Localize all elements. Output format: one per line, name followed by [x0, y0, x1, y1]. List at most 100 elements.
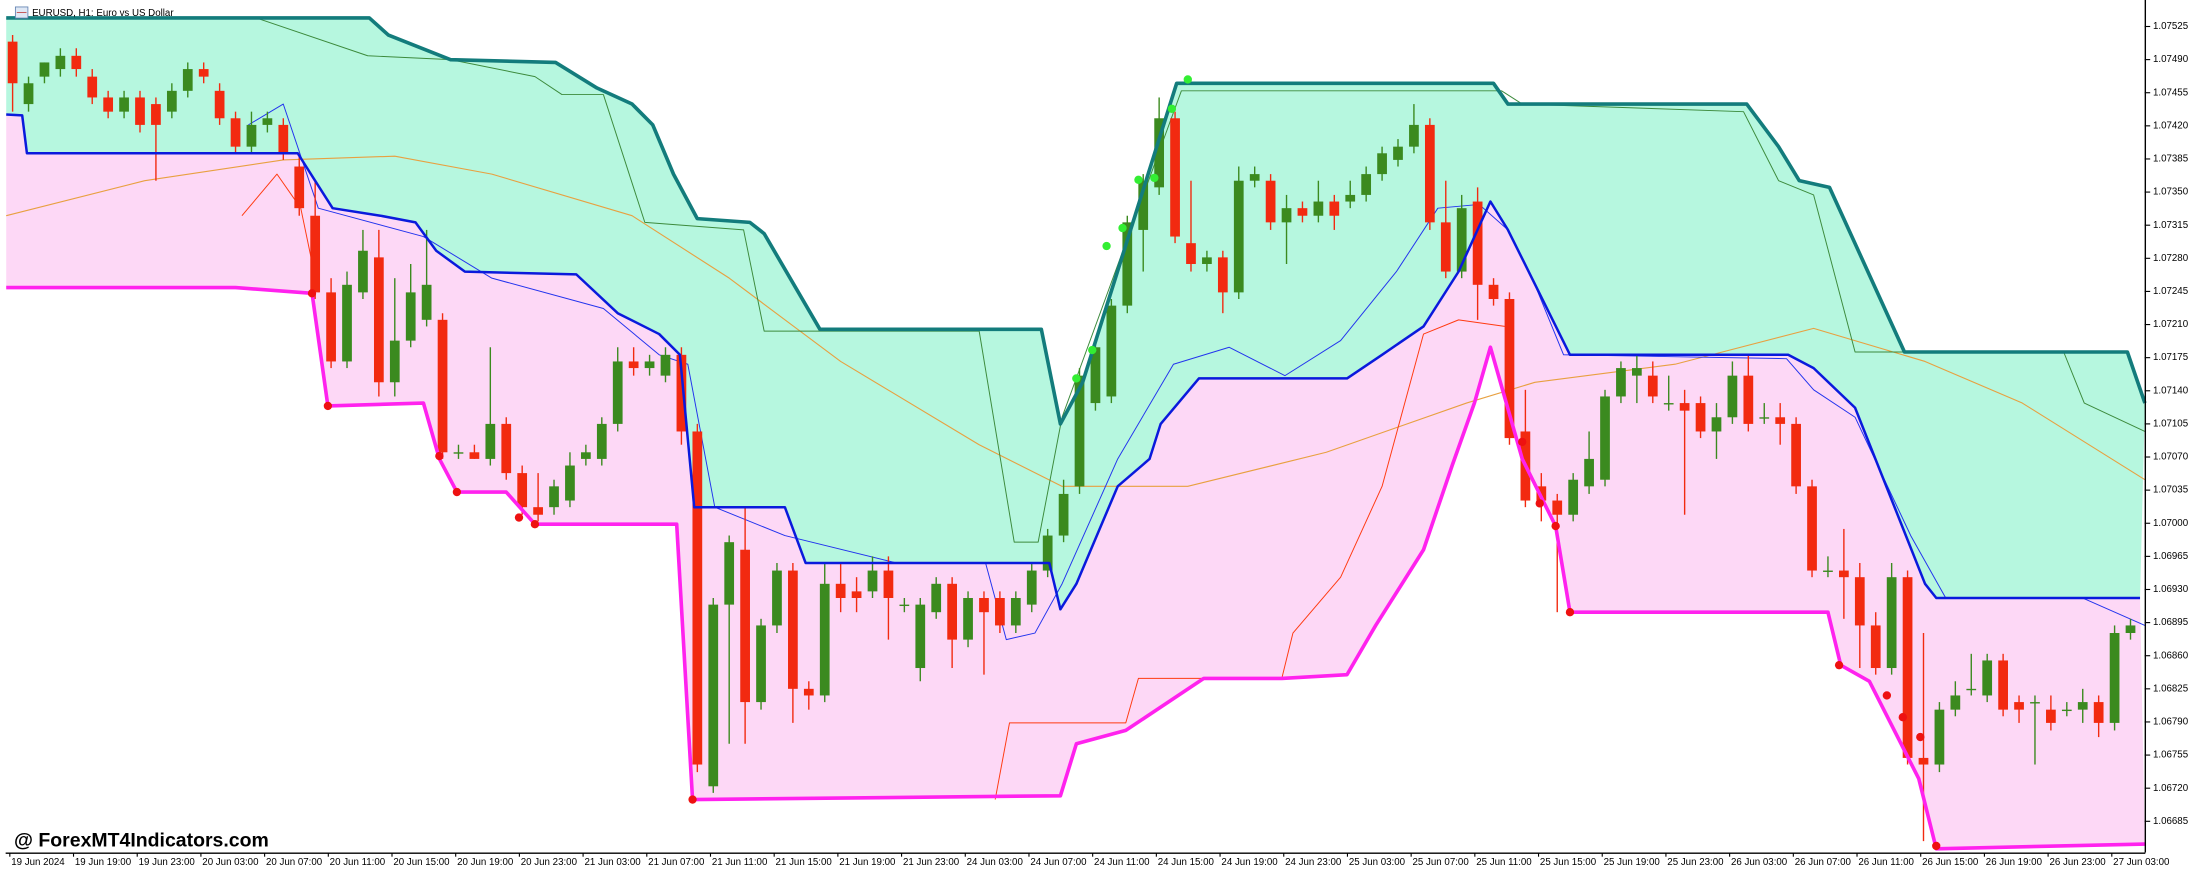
signal-dot — [1834, 661, 1844, 670]
candle-body — [1138, 180, 1149, 230]
x-tick-label: 21 Jun 23:00 — [903, 857, 960, 868]
candle-body — [788, 570, 798, 689]
signal-dot — [1882, 691, 1892, 700]
candle-body — [596, 423, 607, 459]
y-tick-label: 1.07525 — [2153, 21, 2188, 32]
candle-body — [421, 284, 432, 320]
candle-body — [135, 97, 145, 125]
x-tick-label: 26 Jun 07:00 — [1795, 857, 1852, 868]
candle-body — [708, 604, 719, 787]
candle-body — [1249, 174, 1260, 181]
x-tick-label: 19 Jun 2024 — [11, 857, 65, 868]
signal-dot — [1916, 732, 1925, 742]
candle-body — [819, 583, 830, 696]
candle-body — [1472, 201, 1483, 285]
candle-body — [1743, 375, 1754, 424]
candle-body — [246, 124, 257, 147]
candle-body — [740, 549, 750, 703]
x-tick-label: 21 Jun 11:00 — [712, 857, 768, 868]
candle-body — [1186, 243, 1196, 264]
x-tick-label: 24 Jun 07:00 — [1030, 857, 1087, 868]
signal-dot — [1518, 437, 1527, 447]
candle-body — [501, 423, 512, 474]
signal-dot — [1072, 374, 1081, 383]
signal-dot — [1183, 75, 1192, 84]
candle-body — [119, 97, 129, 112]
x-tick-label: 26 Jun 23:00 — [2049, 857, 2106, 868]
candle-body — [947, 583, 957, 640]
candle-body — [2077, 702, 2088, 710]
candle-body — [899, 604, 910, 607]
x-tick-label: 24 Jun 11:00 — [1094, 857, 1150, 868]
candle-body — [1854, 577, 1865, 626]
candle-body — [803, 688, 814, 696]
candle-body — [55, 55, 66, 70]
signal-dot — [1535, 499, 1544, 508]
candle-body — [326, 292, 336, 362]
candle-body — [1552, 500, 1563, 515]
x-tick-label: 20 Jun 19:00 — [457, 857, 514, 868]
y-tick-label: 1.07140 — [2153, 385, 2189, 396]
x-tick-label: 26 Jun 11:00 — [1858, 857, 1914, 868]
candle-body — [294, 166, 305, 209]
candle-body — [1918, 757, 1929, 765]
candle-body — [1631, 368, 1642, 376]
candle-body — [1934, 709, 1945, 765]
candle-body — [1233, 180, 1244, 293]
candle-body — [1982, 660, 1993, 696]
candle-body — [963, 598, 973, 640]
candle-body — [2014, 702, 2024, 710]
y-tick-label: 1.07000 — [2153, 518, 2189, 529]
candle-body — [1042, 535, 1053, 571]
y-tick-label: 1.07385 — [2153, 154, 2188, 165]
signal-dot — [1118, 223, 1127, 233]
candle-body — [1663, 403, 1674, 405]
candle-body — [644, 361, 655, 369]
indicator-line — [6, 155, 2146, 487]
candle-body — [628, 361, 639, 369]
x-tick-label: 24 Jun 23:00 — [1285, 857, 1342, 868]
x-tick-label: 21 Jun 19:00 — [839, 857, 896, 868]
x-tick-label: 19 Jun 23:00 — [139, 857, 196, 868]
signal-dot — [1932, 841, 1941, 851]
candle-body — [2109, 633, 2120, 723]
candle-body — [1297, 208, 1308, 216]
candle-body — [278, 124, 289, 154]
signal-dot — [688, 795, 697, 804]
candle-body — [1488, 284, 1499, 300]
candle-body — [1106, 305, 1117, 397]
signal-dot — [530, 520, 540, 529]
y-tick-label: 1.07070 — [2153, 452, 2189, 463]
x-tick-label: 26 Jun 15:00 — [1922, 857, 1979, 868]
x-tick-label: 21 Jun 15:00 — [776, 857, 833, 868]
candle-body — [2046, 709, 2056, 723]
candle-body — [23, 83, 34, 105]
signal-dot — [1150, 173, 1159, 183]
candle-body — [198, 69, 209, 77]
x-tick-label: 24 Jun 19:00 — [1221, 857, 1278, 868]
candle-body — [262, 118, 273, 125]
candle-body — [915, 604, 926, 669]
candle-body — [437, 319, 448, 453]
x-tick-label: 25 Jun 23:00 — [1667, 857, 1724, 868]
candle-body — [660, 354, 671, 376]
chart-title: EURUSD, H1: Euro vs US Dollar — [32, 8, 174, 19]
candle-body — [1409, 124, 1419, 147]
candle-body — [166, 90, 177, 112]
candle-body — [1202, 257, 1212, 264]
candle-body — [995, 598, 1005, 626]
candle-body — [1456, 208, 1467, 272]
candle-body — [1823, 570, 1833, 572]
signal-dot — [1565, 608, 1575, 617]
candle-body — [851, 591, 862, 599]
candle-body — [1026, 570, 1037, 605]
candle-body — [1329, 201, 1340, 216]
y-tick-label: 1.07105 — [2153, 418, 2188, 429]
candle-body — [1839, 570, 1849, 578]
candle-body — [2093, 702, 2104, 723]
candle-body — [230, 118, 241, 147]
candle-body — [103, 97, 114, 112]
signal-dot — [435, 451, 444, 461]
candle-body — [1154, 118, 1165, 188]
